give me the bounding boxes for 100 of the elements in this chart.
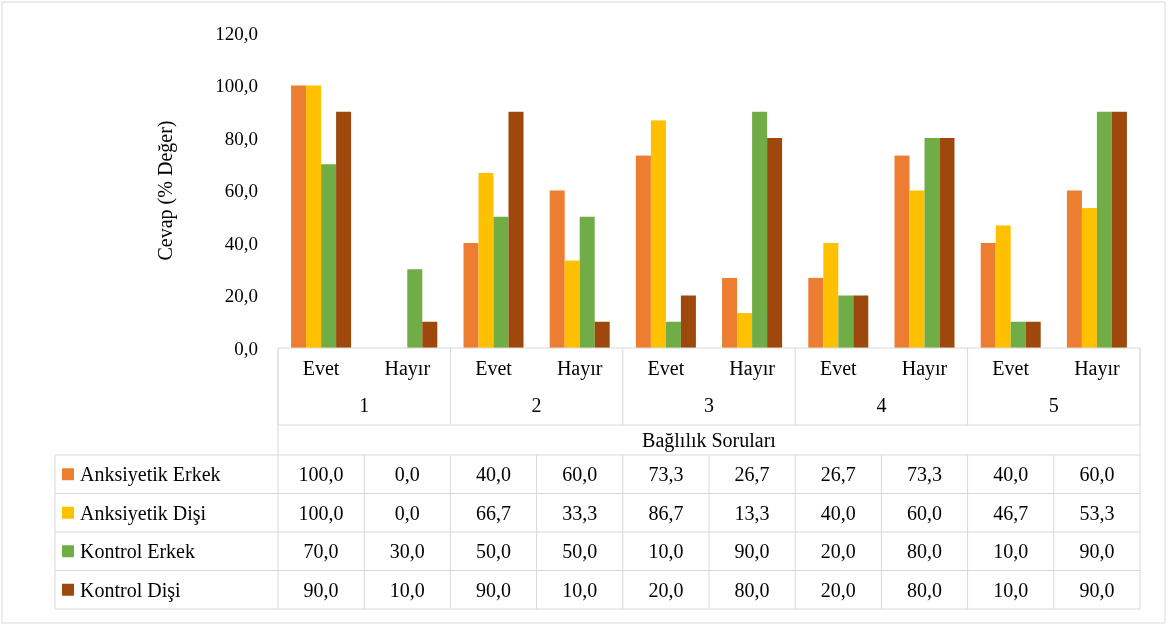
data-label: 20,0 <box>648 578 684 601</box>
bar <box>549 190 565 348</box>
bar <box>665 321 681 348</box>
x-tick-label: Hayır <box>729 357 776 380</box>
bar <box>823 243 839 348</box>
data-label: 80,0 <box>907 578 942 601</box>
x-tick-label: Evet <box>819 357 858 379</box>
x-tick-label: Hayır <box>901 357 948 380</box>
bar <box>1111 111 1127 348</box>
data-label: 46,7 <box>993 501 1029 524</box>
bar <box>594 321 610 348</box>
data-label: 60,0 <box>562 463 598 486</box>
bar <box>1096 111 1112 348</box>
data-label: 86,7 <box>648 501 684 524</box>
y-tick-label: 40,0 <box>224 232 258 254</box>
bar <box>306 85 322 348</box>
bar <box>1066 190 1082 348</box>
bar <box>737 313 753 348</box>
x-tick-label: Hayır <box>1074 357 1120 380</box>
bar <box>1025 321 1041 348</box>
bar <box>680 295 696 348</box>
data-label: 30,0 <box>389 540 425 563</box>
data-label: 53,3 <box>1079 501 1115 524</box>
data-label: 73,3 <box>648 463 684 486</box>
bar <box>508 111 524 348</box>
bar <box>894 155 910 348</box>
bar <box>321 164 337 348</box>
data-label: 40,0 <box>993 463 1029 486</box>
data-label: 90,0 <box>734 540 770 563</box>
data-label: 10,0 <box>993 578 1029 601</box>
y-axis-title: Cevap (% Değer) <box>154 120 177 261</box>
text: 3 <box>704 394 714 416</box>
bar <box>924 138 940 348</box>
bar <box>564 260 580 348</box>
x-tick-label: Evet <box>302 357 340 379</box>
y-tick-label: 60,0 <box>224 180 258 202</box>
data-label: 20,0 <box>820 540 856 563</box>
data-label: 60,0 <box>907 501 942 524</box>
bar <box>838 295 854 348</box>
text: 5 <box>1048 394 1059 416</box>
legend-label: Anksiyetik Dişi <box>80 501 207 525</box>
bar <box>579 216 595 348</box>
data-label: 80,0 <box>734 578 770 601</box>
data-label: 100,0 <box>298 501 344 524</box>
data-label: 10,0 <box>562 578 598 601</box>
bar <box>808 277 824 348</box>
data-label: 50,0 <box>562 540 598 563</box>
data-label: 90,0 <box>303 578 339 601</box>
bar <box>1081 208 1097 348</box>
bar <box>650 120 666 348</box>
data-label: 26,7 <box>820 463 856 486</box>
data-label: 80,0 <box>907 540 942 563</box>
data-label: 90,0 <box>476 578 511 601</box>
x-tick-label: Evet <box>475 357 513 379</box>
x-tick-label: Evet <box>992 357 1030 379</box>
bar <box>853 295 869 348</box>
legend-label: Anksiyetik Erkek <box>80 463 221 487</box>
bar <box>752 111 768 348</box>
bar <box>291 85 307 348</box>
legend-label: Kontrol Erkek <box>80 540 195 563</box>
data-label: 10,0 <box>648 540 684 563</box>
data-label: 90,0 <box>1079 540 1115 563</box>
data-label: 50,0 <box>476 540 511 563</box>
bar <box>336 111 352 348</box>
bar <box>407 269 423 348</box>
y-tick-label: 20,0 <box>224 285 258 307</box>
data-label: 33,3 <box>562 501 598 524</box>
y-tick-label: 0,0 <box>234 337 258 359</box>
bar <box>422 321 438 348</box>
bar <box>767 138 783 348</box>
text: 2 <box>531 394 542 416</box>
bar <box>493 216 509 348</box>
data-label: 73,3 <box>907 463 942 486</box>
legend-label: Kontrol Dişi <box>80 578 181 602</box>
x-tick-label: Hayır <box>556 357 603 380</box>
data-label: 0,0 <box>394 463 420 486</box>
data-label: 40,0 <box>476 463 511 486</box>
data-label: 13,3 <box>734 501 770 524</box>
y-tick-label: 120,0 <box>215 22 258 44</box>
data-label: 66,7 <box>476 501 511 524</box>
data-label: 70,0 <box>303 540 339 563</box>
bar <box>478 172 494 348</box>
bar <box>722 277 738 348</box>
bar <box>463 243 479 348</box>
x-axis-title: Bağlılık Soruları <box>642 429 777 452</box>
data-label: 10,0 <box>389 578 425 601</box>
text: 1 <box>359 394 370 416</box>
data-label: 90,0 <box>1079 578 1115 601</box>
x-tick-label: Hayır <box>384 357 431 380</box>
y-tick-label: 80,0 <box>224 127 258 149</box>
data-label: 10,0 <box>993 540 1029 563</box>
data-label: 60,0 <box>1079 463 1115 486</box>
x-tick-label: Evet <box>647 357 685 379</box>
data-label: 20,0 <box>820 578 856 601</box>
data-label: 100,0 <box>298 463 344 486</box>
data-label: 26,7 <box>734 463 770 486</box>
y-tick-label: 100,0 <box>215 75 258 97</box>
bar <box>995 225 1011 348</box>
data-label: 0,0 <box>394 501 420 524</box>
text: 4 <box>876 394 887 416</box>
